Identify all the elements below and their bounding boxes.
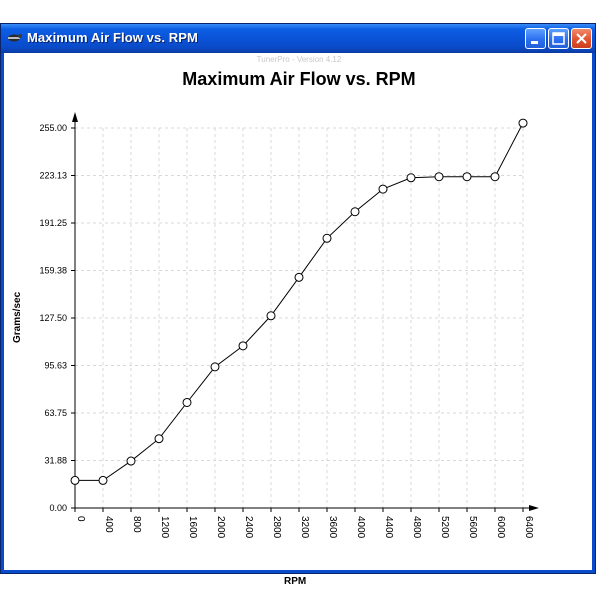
app-icon [8,34,22,42]
x-tick-label: 5200 [439,516,450,539]
maximize-button[interactable] [548,28,569,49]
y-tick-label: 127.50 [39,313,67,323]
y-tick-label: 63.75 [44,408,67,418]
window-border-left [1,53,4,573]
y-axis-arrow-icon [72,112,78,122]
data-point [518,118,528,128]
window-border-right [592,53,595,573]
window-border-bottom [1,570,595,573]
data-point [294,272,304,282]
data-point [210,362,220,372]
version-text: TunerPro - Version 4.12 [256,55,342,64]
data-point [322,233,332,243]
data-point [70,475,80,485]
data-point [378,184,388,194]
x-axis-arrow-icon [529,505,539,511]
y-tick-label: 95.63 [44,361,67,371]
x-tick-label: 5600 [467,516,478,539]
y-tick-label: 0.00 [49,503,67,513]
data-point [266,311,276,321]
close-button[interactable] [571,28,592,49]
chart-title: Maximum Air Flow vs. RPM [182,69,416,89]
data-point [182,397,192,407]
data-point [238,341,248,351]
data-point [98,475,108,485]
x-tick-label: 4800 [411,516,422,539]
close-icon [576,33,587,44]
data-point [154,434,164,444]
x-tick-label: 6400 [523,516,534,539]
y-tick-label: 223.13 [39,171,67,181]
maximize-icon [552,32,565,45]
data-point [490,172,500,182]
y-tick-label: 159.38 [39,266,67,276]
window-title: Maximum Air Flow vs. RPM [27,30,198,45]
x-tick-label: 2000 [215,516,226,539]
data-point [126,456,136,466]
y-axis-label: Grams/sec [12,291,23,343]
data-point [406,173,416,183]
x-tick-label: 0 [75,516,86,522]
minimize-icon [531,41,538,44]
y-tick-label: 191.25 [39,218,67,228]
x-tick-label: 4000 [355,516,366,539]
x-axis-label: RPM [284,576,307,587]
x-tick-label: 6000 [495,516,506,539]
x-tick-label: 3200 [299,516,310,539]
x-tick-label: 4400 [383,516,394,539]
x-tick-label: 400 [103,516,114,533]
line-chart: 0 400 800 1200 1600 2000 2400 2800 3200 3600 4000 4… [39,112,539,539]
minimize-button[interactable] [525,28,546,49]
y-tick-label: 255.00 [39,123,67,133]
data-point [350,207,360,217]
data-point [434,172,444,182]
x-tick-label: 1200 [159,516,170,539]
chart-window: Maximum Air Flow vs. RPM TunerPro - Vers… [0,23,596,587]
x-tick-label: 800 [131,516,142,533]
x-tick-label: 2800 [271,516,282,539]
x-tick-label: 2400 [243,516,254,539]
title-bar[interactable]: Maximum Air Flow vs. RPM [1,24,595,53]
data-point [462,172,472,182]
x-tick-label: 3600 [327,516,338,539]
y-tick-label: 31.88 [44,456,67,466]
chart-area: TunerPro - Version 4.12 Maximum Air Flow… [1,53,595,587]
x-tick-label: 1600 [187,516,198,539]
